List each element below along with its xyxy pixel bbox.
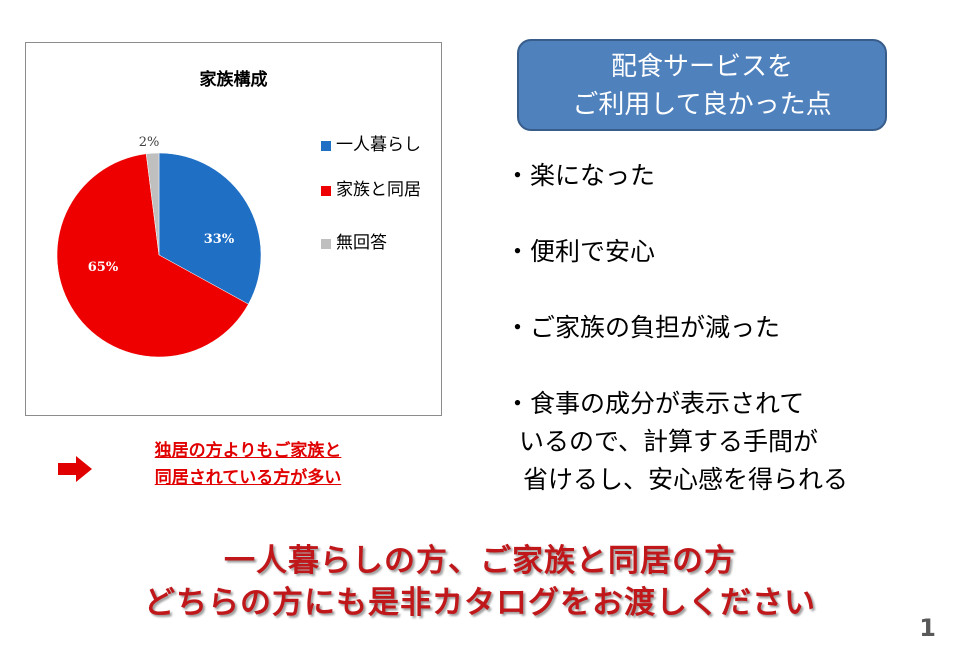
footer-line-2: どちらの方にも是非カタログをお渡しください [144, 585, 816, 621]
chart-frame: 家族構成 33% 65% 2% 一人暮らし 家族と同居 無回答 [25, 42, 442, 416]
legend-swatch-family [321, 186, 331, 196]
page-number: 1 [919, 614, 936, 642]
pie-chart: 33% 65% 2% [56, 135, 262, 358]
benefit-item-4-line-1: ・食事の成分が表示されて [505, 389, 805, 418]
benefit-item-1: ・楽になった [505, 161, 656, 190]
service-heading-line-1: 配食サービスを [610, 52, 793, 82]
callout-line-2: 同居されている方が多い [154, 468, 342, 488]
service-heading-box: 配食サービスを ご利用して良かった点 [517, 39, 887, 131]
legend-item-family: 家族と同居 [321, 180, 421, 200]
legend-item-noanswer: 無回答 [321, 233, 387, 253]
service-heading-line-2: ご利用して良かった点 [572, 90, 832, 120]
benefit-item-4-line-2: いるので、計算する手間が [519, 427, 819, 456]
data-label-noanswer: 2% [139, 135, 160, 150]
pie-slice-family [56, 153, 249, 358]
legend-swatch-noanswer [321, 239, 331, 249]
benefit-item-2: ・便利で安心 [505, 237, 656, 266]
footer-line-1: 一人暮らしの方、ご家族と同居の方 [224, 543, 736, 579]
benefit-item-4-line-3: 省けるし、安心感を得られる [523, 465, 849, 494]
legend-label-noanswer: 無回答 [336, 233, 387, 253]
legend-swatch-alone [321, 141, 331, 151]
legend-item-alone: 一人暮らし [321, 135, 421, 155]
legend-label-family: 家族と同居 [336, 180, 421, 200]
legend-label-alone: 一人暮らし [336, 135, 421, 155]
callout-text: 独居の方よりもご家族と 同居されている方が多い [113, 438, 383, 492]
footer-message: 一人暮らしの方、ご家族と同居の方 どちらの方にも是非カタログをお渡しください [0, 540, 960, 624]
benefit-item-3: ・ご家族の負担が減った [505, 313, 781, 342]
chart-title: 家族構成 [199, 70, 268, 90]
callout: 独居の方よりもご家族と 同居されている方が多い [58, 438, 388, 498]
right-arrow-icon [58, 456, 92, 482]
data-label-family: 65% [88, 260, 119, 275]
pie-slice-alone [158, 152, 262, 305]
callout-line-1: 独居の方よりもご家族と [154, 441, 342, 461]
data-label-alone: 33% [204, 232, 235, 247]
pie-slice-noanswer [145, 152, 160, 256]
benefit-item-4: ・食事の成分が表示されて いるので、計算する手間が 省けるし、安心感を得られる [505, 385, 848, 499]
